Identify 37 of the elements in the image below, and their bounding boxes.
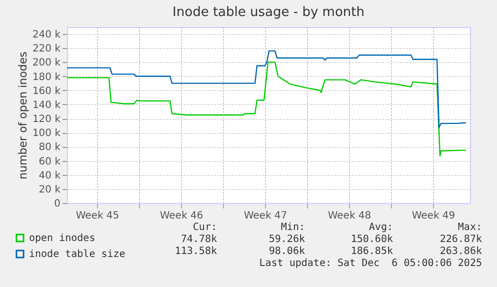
text: Max: xyxy=(458,222,482,233)
x-tick-label: Week 47 xyxy=(244,210,288,222)
y-tick-label: 100 k xyxy=(32,128,61,140)
x-tick-label: Week 46 xyxy=(160,210,204,222)
text: 186.85k xyxy=(350,246,393,257)
y-tick-label: 220 k xyxy=(32,44,61,55)
line-series xyxy=(67,62,467,156)
text: 98.06k xyxy=(268,246,305,257)
chart-title: Inode table usage - by month xyxy=(172,5,364,20)
y-tick-label: 20 k xyxy=(38,184,61,196)
y-tick-label: 60 k xyxy=(38,156,61,168)
legend-label: open inodes xyxy=(29,233,96,244)
text: Min: xyxy=(280,222,305,233)
legend-label: inode table size xyxy=(29,249,126,260)
x-tick-label: Week 49 xyxy=(412,210,456,222)
y-tick-label: 180 k xyxy=(32,72,61,83)
text: Avg: xyxy=(368,222,393,233)
text: 263.86k xyxy=(440,246,482,257)
line-series xyxy=(67,50,467,128)
text: Cur: xyxy=(192,222,217,233)
text: 113.58k xyxy=(174,246,217,257)
text: 59.26k xyxy=(268,234,305,245)
y-tick-label: 0 xyxy=(54,198,60,210)
y-tick-label: 240 k xyxy=(32,30,61,41)
text: 150.60k xyxy=(350,234,393,245)
y-tick-label: 80 k xyxy=(38,142,61,154)
y-tick-label: 200 k xyxy=(32,58,61,69)
text: 226.87k xyxy=(440,234,482,245)
text: Last update: Sat Dec 6 05:00:06 2025 xyxy=(259,258,482,269)
y-tick-label: 160 k xyxy=(32,86,61,97)
text: 74.78k xyxy=(180,234,217,245)
x-tick-label: Week 45 xyxy=(76,210,120,222)
y-axis-title: number of open inodes xyxy=(16,51,30,180)
y-tick-label: 140 k xyxy=(32,100,61,111)
x-tick-label: Week 48 xyxy=(328,210,372,222)
y-tick-label: 40 k xyxy=(38,170,61,182)
y-tick-label: 120 k xyxy=(32,114,61,126)
